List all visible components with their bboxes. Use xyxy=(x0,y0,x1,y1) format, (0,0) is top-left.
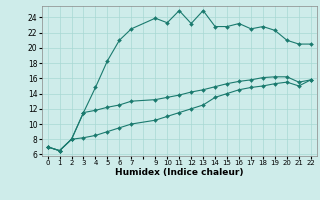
X-axis label: Humidex (Indice chaleur): Humidex (Indice chaleur) xyxy=(115,168,244,177)
